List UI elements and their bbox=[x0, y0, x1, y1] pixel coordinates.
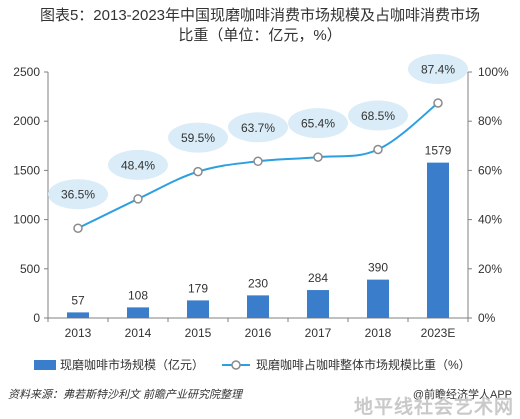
line-value-label: 87.4% bbox=[421, 62, 455, 76]
right-tick-label: 80% bbox=[478, 114, 502, 128]
bar bbox=[307, 290, 329, 318]
chart-title-line-1: 图表5：2013-2023年中国现磨咖啡消费市场规模及占咖啡消费市场 bbox=[39, 7, 481, 24]
value-bubble bbox=[228, 112, 288, 143]
value-bubble bbox=[288, 108, 348, 139]
right-tick-label: 20% bbox=[478, 262, 502, 276]
line-point bbox=[73, 223, 83, 233]
value-bubble bbox=[168, 122, 228, 153]
bar bbox=[247, 295, 269, 318]
bar-value-label: 230 bbox=[248, 276, 268, 290]
line-value-label: 68.5% bbox=[361, 109, 395, 123]
value-bubble bbox=[348, 100, 408, 131]
bar bbox=[367, 279, 389, 318]
chart-title-line-2: 比重（单位：亿元，%） bbox=[178, 27, 342, 44]
legend-marker-line bbox=[231, 360, 241, 370]
line-value-label: 36.5% bbox=[61, 188, 95, 202]
x-tick-label: 2018 bbox=[365, 326, 392, 340]
left-tick-label: 1500 bbox=[13, 163, 40, 177]
x-tick-label: 2023E bbox=[421, 326, 456, 340]
line-value-label: 63.7% bbox=[241, 121, 275, 135]
right-tick-label: 60% bbox=[478, 163, 502, 177]
x-tick-label: 2015 bbox=[185, 326, 212, 340]
x-tick-label: 2013 bbox=[65, 326, 92, 340]
line-value-label: 65.4% bbox=[301, 117, 335, 131]
bar bbox=[187, 300, 209, 318]
bar-value-label: 179 bbox=[188, 281, 208, 295]
line-value-label: 59.5% bbox=[181, 131, 215, 145]
bar-value-label: 284 bbox=[308, 271, 328, 285]
left-tick-label: 2000 bbox=[13, 114, 40, 128]
line-point bbox=[433, 98, 443, 108]
right-tick-label: 0% bbox=[478, 311, 496, 325]
line-point bbox=[373, 144, 383, 155]
right-tick-label: 100% bbox=[478, 65, 509, 79]
value-bubble bbox=[48, 179, 108, 210]
line-point bbox=[253, 156, 263, 167]
right-tick-label: 40% bbox=[478, 213, 502, 227]
bar-value-label: 108 bbox=[128, 288, 148, 302]
left-tick-label: 0 bbox=[33, 311, 40, 325]
line-point bbox=[133, 194, 143, 204]
chart-title: 图表5：2013-2023年中国现磨咖啡消费市场规模及占咖啡消费市场 比重（单位… bbox=[0, 6, 520, 46]
bar bbox=[427, 162, 449, 318]
line-point bbox=[313, 152, 323, 162]
x-tick-label: 2017 bbox=[305, 326, 332, 340]
bar bbox=[127, 307, 149, 318]
value-bubble bbox=[108, 149, 168, 180]
line-value-label: 48.4% bbox=[121, 158, 155, 172]
left-tick-label: 2500 bbox=[13, 65, 40, 79]
bar bbox=[67, 312, 89, 318]
left-tick-label: 500 bbox=[20, 262, 40, 276]
legend-swatch-bars bbox=[34, 360, 56, 370]
value-bubble bbox=[408, 53, 468, 84]
left-tick-label: 1000 bbox=[13, 213, 40, 227]
brand-credit: @前瞻经济学人APP bbox=[412, 389, 512, 401]
bar-value-label: 57 bbox=[71, 293, 85, 307]
bar-value-label: 1579 bbox=[425, 144, 452, 158]
footer-watermark: 地平线社会艺术网 bbox=[353, 397, 514, 418]
legend-label-line: 现磨咖啡占咖啡整体市场规模比重（%） bbox=[256, 357, 471, 372]
x-tick-label: 2016 bbox=[245, 326, 272, 340]
x-tick-label: 2014 bbox=[125, 326, 152, 340]
bar-value-label: 390 bbox=[368, 261, 388, 275]
legend-label-bars: 现磨咖啡市场规模（亿元） bbox=[60, 357, 204, 372]
source-note: 资料来源：弗若斯特沙利文 前瞻产业研究院整理 bbox=[8, 389, 243, 401]
line-point bbox=[193, 166, 203, 177]
